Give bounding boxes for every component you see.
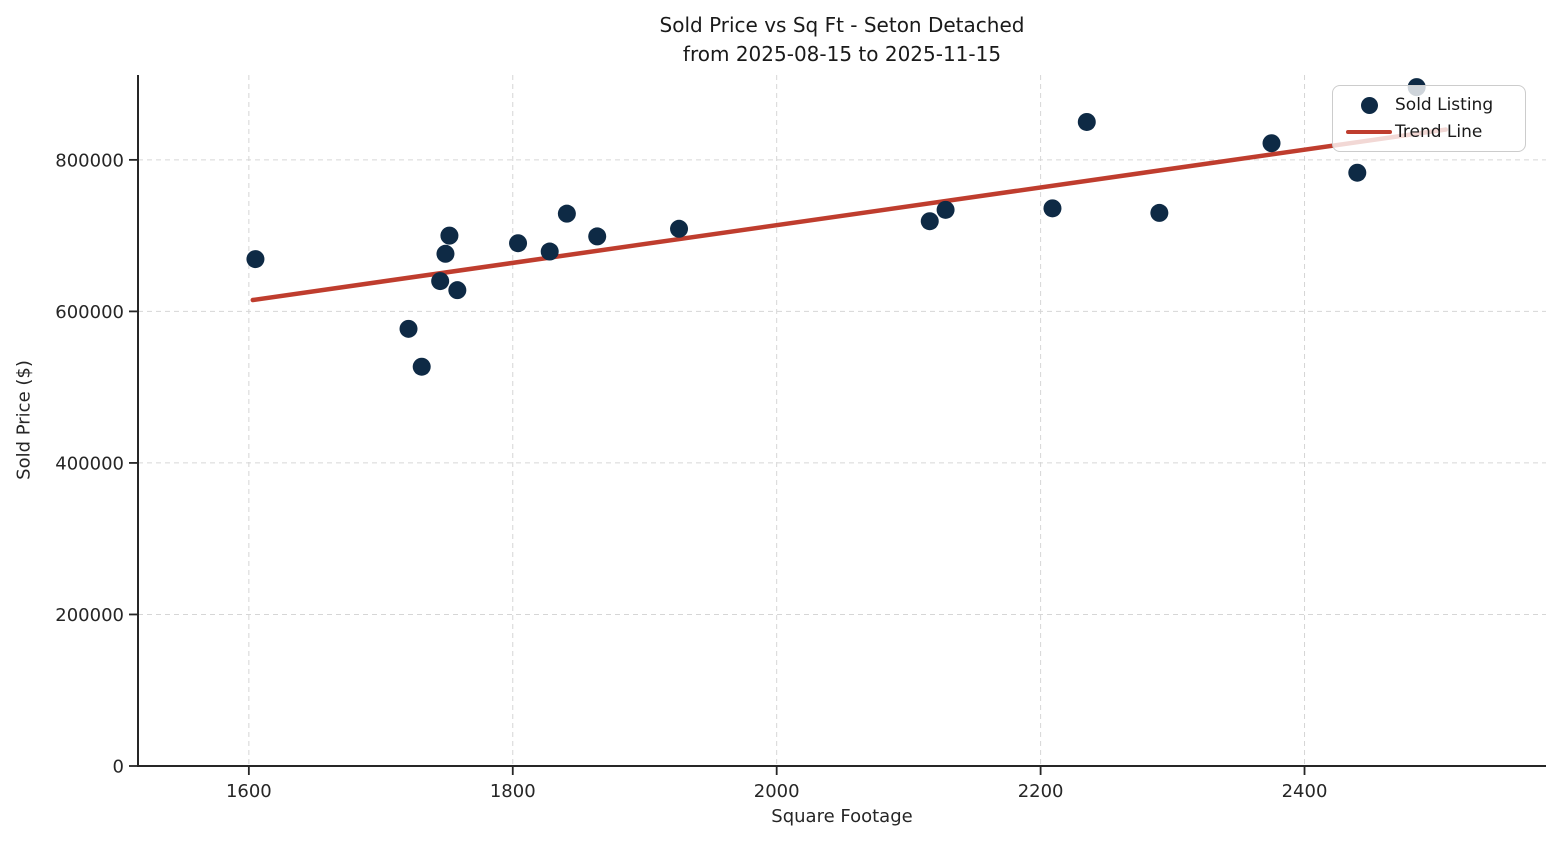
chart-title: Sold Price vs Sq Ft - Seton Detached fro…: [138, 11, 1546, 69]
legend-label-sold-listing: Sold Listing: [1395, 95, 1494, 115]
scatter-point: [920, 212, 939, 231]
y-tick-label: 600000: [55, 302, 124, 323]
x-tick-label: 2000: [754, 781, 800, 802]
chart-title-line1: Sold Price vs Sq Ft - Seton Detached: [659, 13, 1025, 37]
scatter-point: [509, 234, 528, 253]
scatter-point: [1262, 134, 1281, 153]
scatter-point: [399, 319, 418, 338]
scatter-point: [1043, 199, 1062, 218]
trend-line-sample-icon: [1346, 130, 1392, 134]
scatter-point: [936, 200, 955, 219]
x-tick-label: 1800: [490, 781, 536, 802]
scatter-point: [412, 357, 431, 376]
scatter-point: [588, 227, 607, 246]
scatter-point: [431, 272, 450, 291]
y-tick-label: 0: [113, 757, 124, 778]
scatter-point: [557, 204, 576, 223]
x-tick-label: 2200: [1018, 781, 1064, 802]
x-tick-label: 1600: [226, 781, 272, 802]
sold-listing-marker-box: [1343, 96, 1395, 114]
scatter-point: [1348, 163, 1367, 182]
y-tick-label: 800000: [55, 150, 124, 171]
y-axis-label: Sold Price ($): [13, 360, 35, 480]
x-tick-label: 2400: [1282, 781, 1328, 802]
legend-item-sold-listing: Sold Listing: [1343, 95, 1511, 115]
scatter-point: [448, 281, 467, 300]
sold-listing-dot-icon: [1360, 96, 1378, 114]
scatter-point: [540, 242, 559, 261]
chart-title-line2: from 2025-08-15 to 2025-11-15: [682, 42, 1002, 66]
legend-item-trend-line: Trend Line: [1343, 122, 1511, 142]
scatter-point: [1150, 203, 1169, 222]
scatter-point: [440, 226, 459, 245]
legend-label-trend-line: Trend Line: [1395, 122, 1483, 142]
scatter-point: [1077, 112, 1096, 131]
scatter-point: [670, 219, 689, 238]
trend-line-marker-box: [1343, 130, 1395, 134]
legend: Sold Listing Trend Line: [1332, 85, 1526, 152]
x-axis-label: Square Footage: [771, 806, 913, 827]
y-tick-label: 400000: [55, 453, 124, 474]
scatter-point: [246, 250, 265, 269]
y-tick-label: 200000: [55, 605, 124, 626]
scatter-point: [436, 244, 455, 263]
trend-line: [250, 127, 1448, 303]
